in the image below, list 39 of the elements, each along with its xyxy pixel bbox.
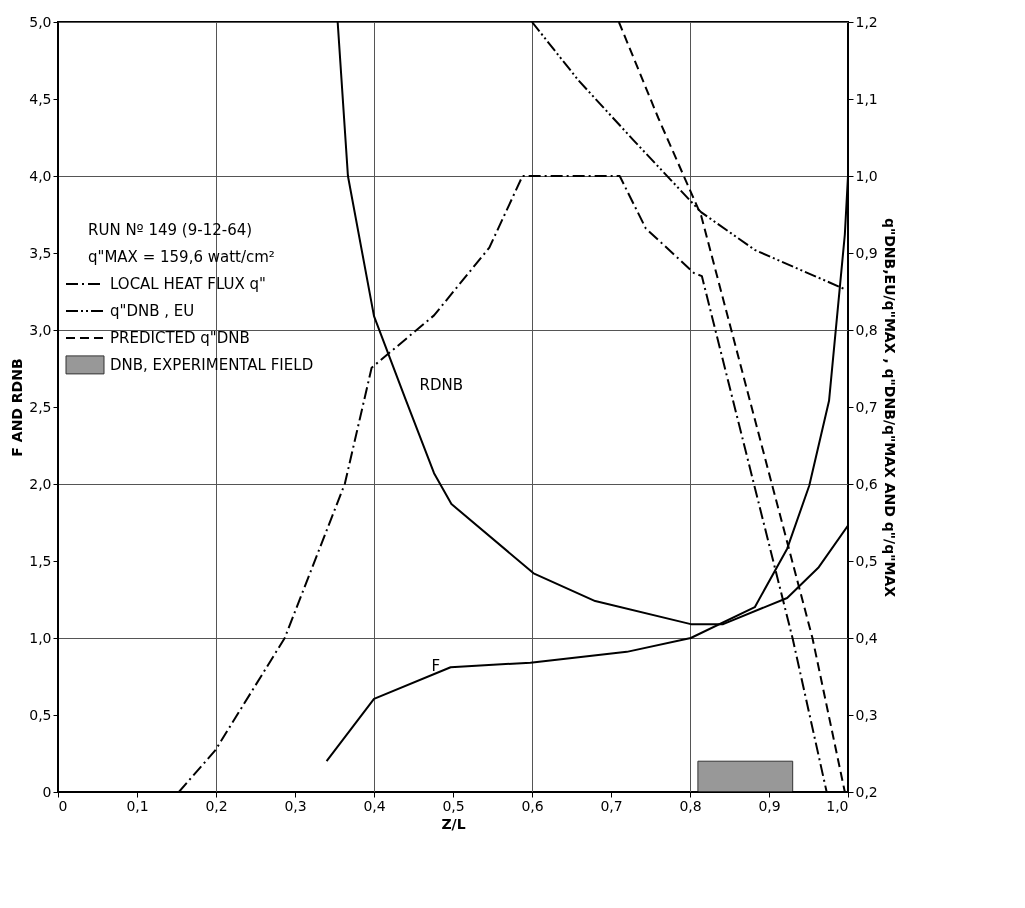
y2-tick-label: 0,8: [855, 321, 878, 338]
x-tick-label: 0,6: [521, 797, 544, 814]
y-tick-label: 0,5: [29, 706, 52, 723]
x-tick-label: 0,5: [442, 797, 465, 814]
x-tick-label: 0,8: [679, 797, 702, 814]
y2-tick-label: 0,2: [855, 783, 878, 800]
y-tick-label: 5,0: [29, 13, 52, 30]
x-tick-label: 0,1: [126, 797, 149, 814]
y-axis-title: F AND RDNB: [9, 358, 26, 457]
y2-tick-label: 0,4: [855, 629, 878, 646]
x-tick-label: 0: [58, 797, 68, 814]
x-axis-title: Z/L: [441, 815, 466, 832]
x-tick-label: 0,4: [363, 797, 386, 814]
y2-tick-label: 1,2: [855, 13, 878, 30]
x-tick-label: 1,0: [826, 797, 849, 814]
y-tick-label: 1,5: [29, 552, 52, 569]
y2-tick-label: 0,3: [855, 706, 878, 723]
y-tick-label: 4,5: [29, 90, 52, 107]
y-tick-label: 2,5: [29, 398, 52, 415]
y2-tick-label: 1,1: [855, 90, 878, 107]
y2-tick-label: 0,6: [855, 475, 878, 492]
annotation: RDNB: [419, 376, 464, 395]
annotation: F: [431, 656, 441, 675]
y-tick-label: 3,5: [29, 244, 52, 261]
y2-tick-label: 1,0: [855, 167, 878, 184]
y-tick-label: 2,0: [29, 475, 52, 492]
x-tick-label: 0,2: [205, 797, 228, 814]
legend-label: q"DNB , EU: [110, 301, 195, 320]
y-tick-label: 3,0: [29, 321, 52, 338]
x-tick-label: 0,9: [758, 797, 781, 814]
x-tick-label: 0,3: [284, 797, 307, 814]
y2-tick-label: 0,9: [855, 244, 878, 261]
y-tick-label: 0: [42, 783, 52, 800]
y-tick-label: 4,0: [29, 167, 52, 184]
y2-tick-label: 0,5: [855, 552, 878, 569]
y-tick-label: 1,0: [29, 629, 52, 646]
y2-axis-title: q"DNB,EU/q"MAX , q"DNB/q"MAX AND q"/q"MAX: [881, 217, 898, 598]
y2-tick-label: 0,7: [855, 398, 878, 415]
x-tick-label: 0,7: [600, 797, 623, 814]
